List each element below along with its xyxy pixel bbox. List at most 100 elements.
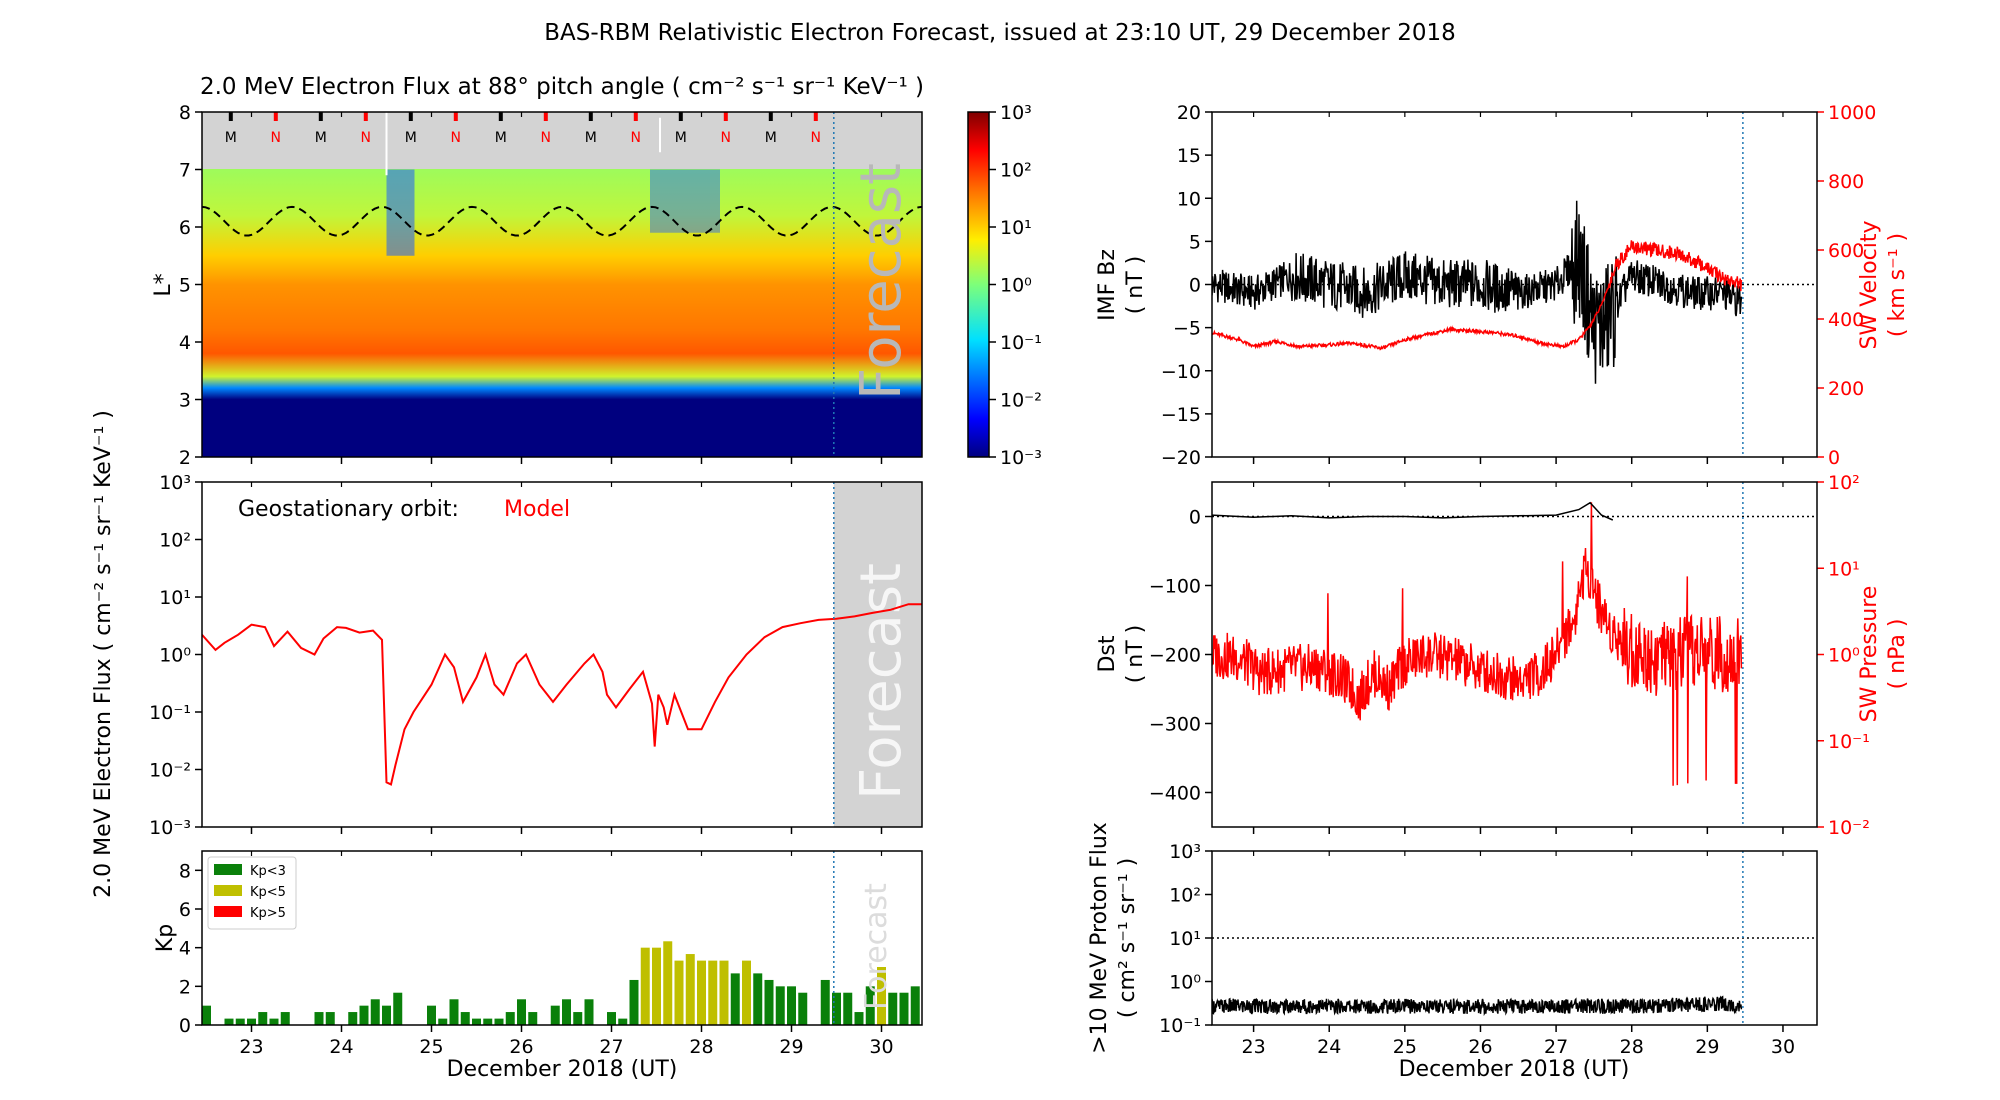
kp-bar	[607, 1012, 616, 1025]
kp-bar	[280, 1012, 290, 1025]
x-tick-label: 29	[1695, 1036, 1719, 1058]
y-tick-label: 0	[1828, 447, 1840, 469]
y-tick-label: 0	[179, 1015, 191, 1037]
kp-bar	[325, 1012, 335, 1025]
mn-marker-label: M	[495, 130, 507, 146]
y-tick-label: 8	[179, 860, 191, 882]
kp-bar	[247, 1018, 256, 1025]
right-axis-label: SW Pressure( nPa )	[1857, 586, 1910, 723]
kp-bar	[438, 1018, 448, 1025]
kp-bar	[258, 1012, 268, 1025]
proton-flux-panel: 10⁻¹ 10⁰ 10¹ 10² 10³ 23 24 25 26 27 28 29 30 >10 Me…	[1087, 822, 1818, 1082]
kp-bar	[674, 960, 684, 1025]
proton-flux-line	[1212, 995, 1743, 1017]
kp-bar	[584, 999, 594, 1025]
mn-marker-label: N	[631, 130, 641, 146]
y-tick-label: −15	[1161, 404, 1201, 426]
x-tick-label: 27	[599, 1036, 623, 1058]
mn-marker-label: M	[675, 130, 687, 146]
y-tick-label: 10⁻²	[149, 760, 191, 782]
geo-flux-panel: Forecast Geostationary orbit: Model 10⁻³…	[91, 410, 923, 898]
y-tick-label: −300	[1149, 714, 1201, 736]
y-axis-ticks: 10⁻³ 10⁻² 10⁻¹ 10⁰ 10¹ 10² 10³	[149, 472, 202, 839]
x-tick-label: 26	[509, 1036, 533, 1058]
kp-bar	[314, 1012, 324, 1025]
x-axis-ticks: 23 24 25 26 27 28 29 30	[239, 851, 894, 1058]
y-tick-label: 10³	[1169, 841, 1201, 863]
figure-title: BAS-RBM Relativistic Electron Forecast, …	[544, 20, 1455, 46]
kp-bar	[843, 992, 853, 1025]
y-tick-label: −100	[1149, 576, 1201, 598]
right-axis-ticks: 10⁻² 10⁻¹ 10⁰ 10¹ 10²	[1817, 472, 1870, 839]
y-tick-label: −5	[1173, 318, 1201, 340]
y-axis-ticks: 10⁻¹ 10⁰ 10¹ 10² 10³	[1159, 841, 1212, 1037]
kp-bar	[764, 979, 774, 1025]
kp-bar	[877, 967, 886, 1025]
x-tick-label: 24	[329, 1036, 353, 1058]
x-axis-ticks	[1252, 482, 1784, 834]
y-tick-label: 20	[1177, 102, 1201, 124]
y-axis-label: 2.0 MeV Electron Flux ( cm⁻² s⁻¹ sr⁻¹ Ke…	[91, 410, 116, 898]
kp-bar	[933, 986, 942, 1025]
y-tick-label: 5	[179, 275, 191, 297]
forecast-label: Forecast	[849, 163, 914, 400]
y-tick-label: 0	[1189, 275, 1201, 297]
axis-label-line: SW Velocity	[1857, 220, 1882, 349]
kp-bar	[472, 1018, 481, 1025]
y-tick-label: 10⁰	[1169, 972, 1201, 994]
y-axis-label: >10 MeV Proton Flux( cm² s⁻¹ sr⁻¹ )	[1087, 822, 1140, 1054]
y-tick-label: 4	[179, 332, 191, 354]
mn-marker-label: M	[585, 130, 597, 146]
y-tick-label: 15	[1177, 145, 1201, 167]
y-tick-label: −200	[1149, 645, 1201, 667]
colorbar-tick-label: 10⁰	[1000, 275, 1032, 297]
magnetopause-region	[202, 112, 922, 169]
plot-frame	[201, 481, 923, 828]
y-tick-label: 10²	[1828, 472, 1860, 494]
y-axis-label: L*	[151, 273, 176, 296]
y-axis-ticks: −400 −300 −200 −100 0	[1149, 507, 1212, 805]
colorbar-ticks: 10⁻³ 10⁻² 10⁻¹ 10⁰ 10¹ 10² 10³	[989, 102, 1042, 469]
y-tick-label: 10⁻¹	[1159, 1015, 1201, 1037]
colorbar-tick-label: 10⁻³	[1000, 447, 1042, 469]
plot-frame	[1211, 850, 1818, 1026]
kp-bar	[382, 1005, 391, 1025]
colorbar-tick-label: 10²	[1000, 160, 1032, 182]
dropout-24	[386, 169, 415, 256]
mn-marker-label: N	[271, 130, 281, 146]
y-tick-label: 6	[179, 217, 191, 239]
kp-bars	[202, 941, 942, 1025]
forecast-label: Forecast	[859, 883, 894, 1010]
kp-bar	[652, 947, 661, 1025]
y-tick-label: 10²	[1169, 885, 1201, 907]
model-flux-line	[202, 603, 922, 786]
heatmap-title: 2.0 MeV Electron Flux at 88° pitch angle…	[200, 74, 924, 100]
kp-bar	[494, 1018, 504, 1025]
x-axis-ticks	[250, 112, 883, 464]
kp-bar	[550, 1005, 560, 1025]
mn-marker-label: M	[315, 130, 327, 146]
axis-label-text: SW Velocity( km s⁻¹ )	[1857, 220, 1910, 349]
y-tick-label: 800	[1828, 171, 1864, 193]
axis-label-line: IMF Bz	[1095, 249, 1120, 321]
axis-label-line: ( nPa )	[1885, 619, 1910, 690]
kp-bar	[528, 1012, 538, 1025]
kp-bar	[359, 1005, 369, 1025]
colorbar-tick-label: 10³	[1000, 102, 1032, 124]
kp-legend: Kp<3 Kp<5 Kp>5	[207, 856, 297, 930]
kp-bar	[393, 992, 403, 1025]
dropout-27	[650, 169, 720, 233]
y-tick-label: 10³	[159, 472, 191, 494]
y-tick-label: 7	[179, 160, 191, 182]
imf-sw-panel: −20 −15 −10 −5 0 5 10 15 20 0 200 400 600 800 1000 IM…	[1095, 102, 1910, 469]
axis-label-text: >10 MeV Proton Flux( cm² s⁻¹ sr⁻¹ )	[1087, 822, 1140, 1054]
sw-velocity-line	[1212, 240, 1743, 351]
kp-bar	[348, 1012, 358, 1025]
y-tick-label: 1000	[1828, 102, 1876, 124]
y-tick-label: 10⁻¹	[1828, 731, 1870, 753]
y-axis-label: Dst( nT )	[1095, 625, 1148, 684]
mn-marker-label: M	[405, 130, 417, 146]
y-tick-label: −400	[1149, 783, 1201, 805]
x-tick-label: 25	[1393, 1036, 1417, 1058]
